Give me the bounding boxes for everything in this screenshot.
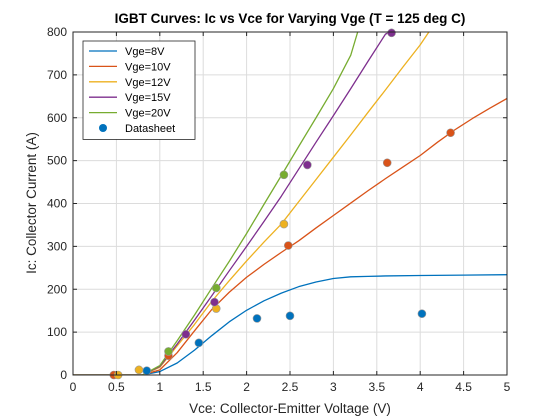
y-tick-label: 400 — [47, 197, 67, 211]
datasheet-points — [109, 28, 455, 380]
x-tick-label: 0 — [70, 380, 77, 394]
x-tick-label: 3 — [330, 380, 337, 394]
datasheet-point — [134, 365, 144, 375]
legend-entry: Vge=12V — [125, 77, 171, 89]
series-line-1 — [73, 97, 507, 375]
x-tick-label: 5 — [504, 380, 511, 394]
datasheet-point — [417, 309, 427, 318]
x-tick-label: 1 — [156, 380, 163, 394]
y-tick-label: 200 — [47, 282, 67, 296]
legend-entry: Vge=8V — [125, 46, 165, 58]
legend-swatch-datasheet — [99, 124, 107, 132]
datasheet-point — [285, 311, 295, 321]
y-tick-label: 600 — [47, 111, 67, 125]
datasheet-point — [211, 283, 221, 293]
datasheet-point — [164, 347, 173, 356]
y-tick-label: 700 — [47, 68, 67, 82]
datasheet-point — [382, 158, 392, 168]
x-axis-ticks: 0 0.5 1 1.5 2 2.5 3 3.5 4 4.5 5 — [70, 32, 511, 394]
datasheet-point — [194, 338, 204, 348]
series-line-4 — [73, 32, 359, 375]
datasheet-point — [279, 219, 289, 229]
datasheet-point — [210, 297, 219, 307]
chart-title: IGBT Curves: Ic vs Vce for Varying Vge (… — [115, 11, 466, 26]
y-tick-label: 800 — [47, 25, 67, 39]
datasheet-point — [387, 28, 396, 38]
x-tick-label: 2 — [243, 380, 250, 394]
y-axis-ticks: 0 100 200 300 400 500 600 700 800 — [47, 25, 507, 382]
legend-entry: Vge=20V — [125, 108, 171, 120]
datasheet-point — [181, 329, 191, 339]
datasheet-point — [142, 366, 152, 376]
datasheet-point — [446, 128, 455, 138]
y-tick-label: 100 — [47, 325, 67, 339]
x-tick-label: 3.5 — [368, 380, 385, 394]
x-tick-label: 4 — [417, 380, 424, 394]
series-lines — [73, 32, 507, 375]
y-axis-label: Ic: Collector Current (A) — [24, 132, 39, 274]
series-line-0 — [73, 274, 507, 375]
x-tick-label: 2.5 — [282, 380, 299, 394]
y-tick-label: 0 — [60, 368, 67, 382]
legend-entry: Vge=15V — [125, 92, 171, 104]
datasheet-point — [303, 160, 312, 170]
x-tick-label: 0.5 — [108, 380, 125, 394]
datasheet-point — [252, 314, 262, 323]
legend-entry: Vge=10V — [125, 61, 171, 73]
legend: Vge=8V Vge=10V Vge=12V Vge=15V Vge=20V Datash… — [82, 40, 196, 140]
x-axis-label: Vce: Collector-Emitter Voltage (V) — [189, 401, 391, 416]
y-tick-label: 300 — [47, 239, 67, 253]
datasheet-point — [283, 241, 293, 250]
legend-entry-datasheet: Datasheet — [125, 123, 175, 135]
datasheet-point — [279, 170, 289, 180]
legend-box — [82, 40, 196, 140]
x-tick-label: 4.5 — [455, 380, 472, 394]
x-tick-label: 1.5 — [195, 380, 212, 394]
y-tick-label: 500 — [47, 154, 67, 168]
